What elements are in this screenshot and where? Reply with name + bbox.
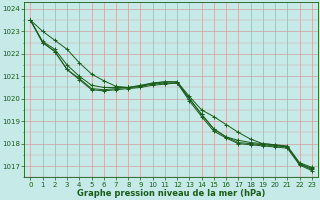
X-axis label: Graphe pression niveau de la mer (hPa): Graphe pression niveau de la mer (hPa): [77, 189, 265, 198]
